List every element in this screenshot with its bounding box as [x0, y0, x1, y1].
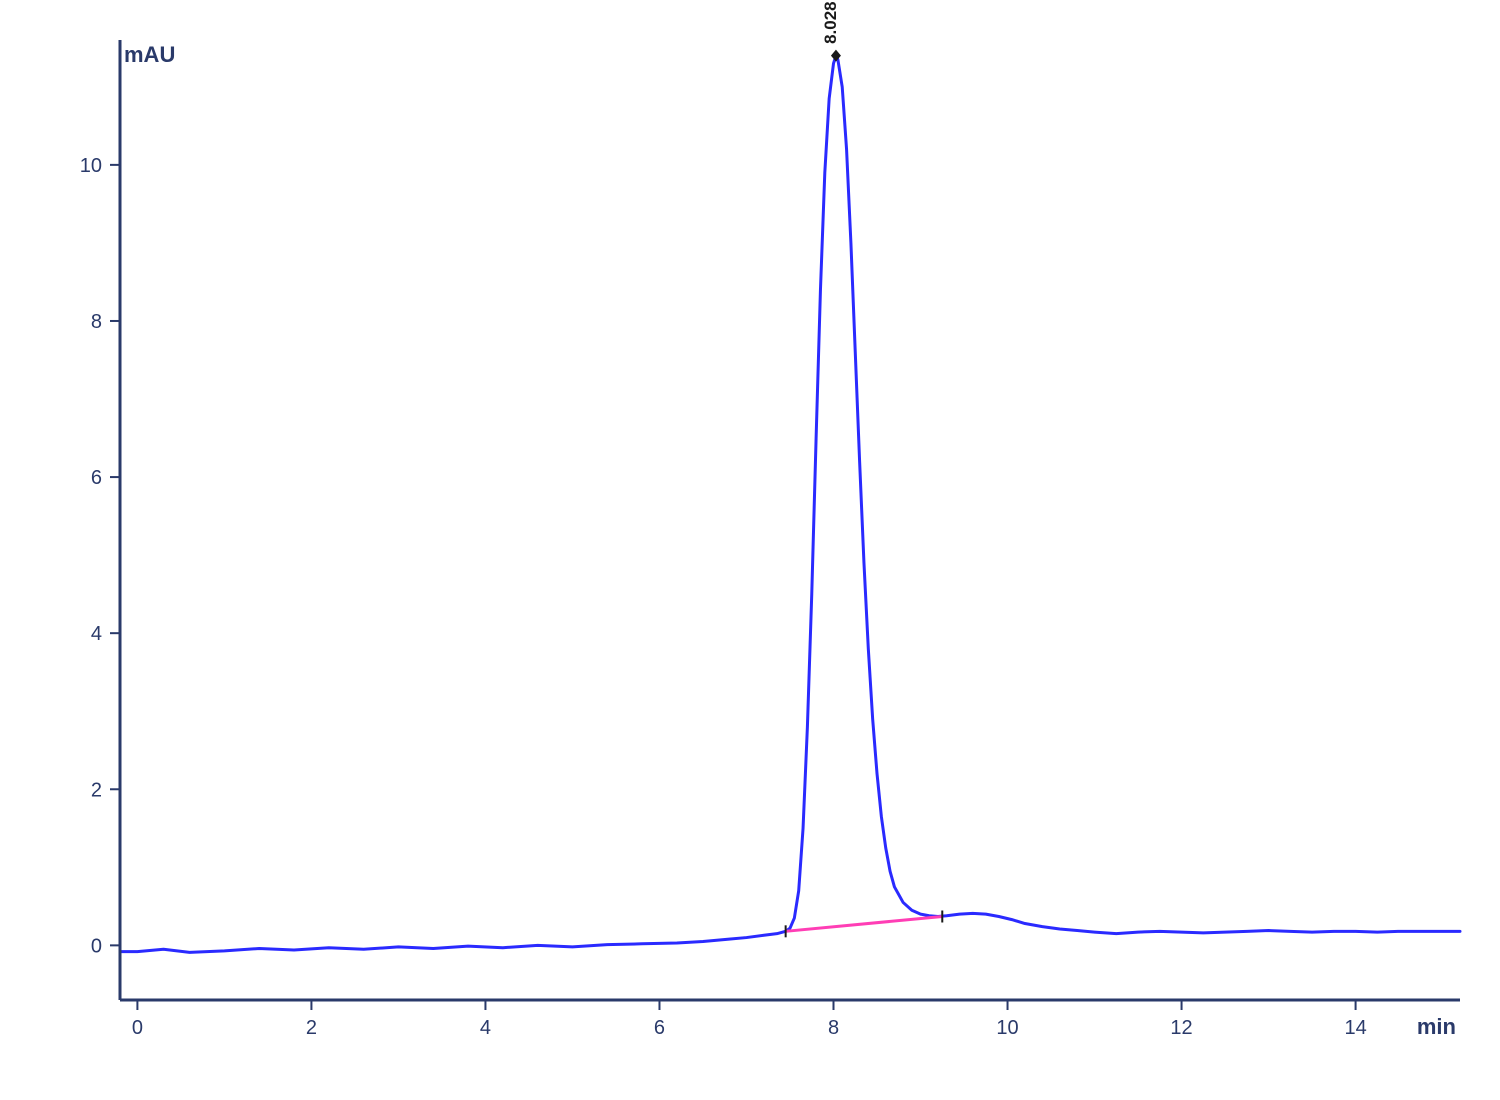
x-tick-label: 2 — [306, 1017, 317, 1039]
x-tick-label: 4 — [480, 1017, 491, 1039]
peak-retention-label: 8.028 — [821, 1, 840, 44]
chromatogram-chart: 0 2 4 6 8 10 0 2 4 6 8 10 12 14 mAU min 8.028 — [0, 0, 1500, 1100]
x-tick-label: 14 — [1344, 1017, 1366, 1039]
y-tick-label: 2 — [91, 779, 102, 801]
x-axis-label: min — [1417, 1014, 1456, 1039]
y-tick-label: 0 — [91, 935, 102, 957]
x-tick-label: 10 — [996, 1017, 1018, 1039]
x-tick-label: 6 — [654, 1017, 665, 1039]
y-tick-label: 10 — [80, 155, 102, 177]
y-tick-label: 4 — [91, 623, 102, 645]
x-tick-label: 12 — [1170, 1017, 1192, 1039]
chart-svg: 0 2 4 6 8 10 0 2 4 6 8 10 12 14 mAU min 8.028 — [0, 0, 1500, 1100]
y-tick-label: 8 — [91, 311, 102, 333]
y-axis-label: mAU — [124, 42, 175, 67]
x-tick-label: 8 — [828, 1017, 839, 1039]
y-tick-label: 6 — [91, 467, 102, 489]
x-tick-label: 0 — [132, 1017, 143, 1039]
